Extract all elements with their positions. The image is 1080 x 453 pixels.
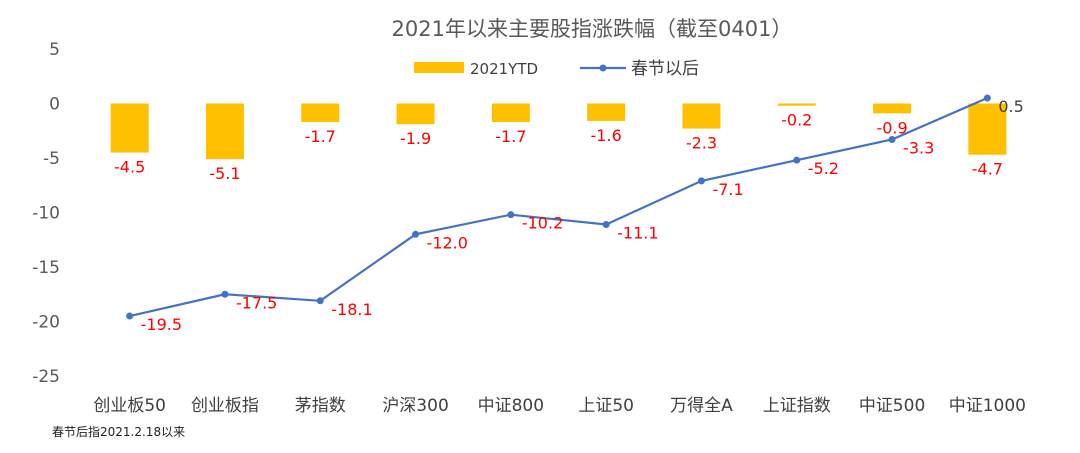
x-tick-label: 万得全A: [670, 396, 733, 416]
line-data-label: -10.2: [522, 214, 563, 233]
line-point: [507, 211, 515, 219]
bar-data-label: -4.7: [972, 160, 1003, 179]
line-point: [983, 94, 991, 102]
line-point: [126, 312, 134, 320]
x-axis: 创业板50 创业板指 茅指数 沪深300 中证800 上证50 万得全A 上证指数 中证500 中…: [93, 396, 1026, 416]
line-point: [412, 230, 420, 238]
chart-title: 2021年以来主要股指涨跌幅（截至0401）: [392, 17, 793, 41]
bar: [587, 103, 626, 121]
y-tick-label: -15: [32, 258, 60, 278]
legend-line-marker: [599, 64, 607, 72]
line-point: [697, 177, 705, 185]
bar: [968, 103, 1007, 155]
legend-bar-swatch: [414, 62, 464, 73]
line-point: [316, 297, 324, 305]
line-data-label: -12.0: [427, 233, 468, 252]
bar-data-label: -4.5: [114, 158, 145, 177]
bar-data-label: -1.9: [400, 129, 431, 148]
x-tick-label: 上证指数: [763, 396, 831, 416]
x-tick-label: 茅指数: [295, 396, 346, 416]
x-tick-label: 中证1000: [949, 396, 1026, 416]
bar: [491, 103, 530, 123]
series-line: [129, 97, 988, 318]
y-tick-label: -25: [32, 367, 60, 387]
bar: [682, 103, 721, 129]
bar: [777, 103, 816, 106]
line-point: [793, 156, 801, 164]
line-data-label: -17.5: [236, 293, 277, 312]
bar: [873, 103, 912, 114]
line-series: [126, 94, 991, 320]
line-data-label: -18.1: [331, 300, 372, 319]
bar-data-label: -1.7: [305, 127, 336, 146]
line-data-label: -5.2: [808, 159, 839, 178]
line-point: [888, 135, 896, 143]
line-data-labels: -19.5 -17.5 -18.1 -12.0 -10.2 -11.1 -7.1 -5.2 -3…: [141, 97, 1024, 334]
x-tick-label: 沪深300: [382, 396, 448, 416]
x-tick-label: 中证800: [478, 396, 544, 416]
bar-data-label: -1.6: [591, 126, 622, 145]
bar-data-label: -1.7: [495, 127, 526, 146]
x-tick-label: 创业板50: [93, 396, 166, 416]
bar-series: [110, 103, 1007, 160]
line-data-label: 0.5: [998, 97, 1023, 116]
footnote: 春节后指2021.2.18以来: [52, 425, 186, 439]
line-point: [602, 220, 610, 228]
legend-bar-label: 2021YTD: [470, 60, 538, 78]
bar-data-labels: -4.5 -5.1 -1.7 -1.9 -1.7 -1.6 -2.3 -0.2 -0.9 -4.7: [114, 111, 1003, 183]
y-axis: 5 0 -5 -10 -15 -20 -25: [32, 40, 60, 387]
y-tick-label: -20: [32, 313, 60, 333]
line-data-label: -3.3: [903, 138, 934, 157]
y-tick-label: 5: [49, 40, 60, 60]
x-tick-label: 中证500: [859, 396, 925, 416]
x-tick-label: 上证50: [578, 396, 634, 416]
bar-data-label: -5.1: [209, 164, 240, 183]
legend: 2021YTD 春节以后: [414, 59, 699, 79]
line-data-label: -19.5: [141, 315, 182, 334]
line-data-label: -7.1: [712, 180, 743, 199]
legend-line-label: 春节以后: [631, 59, 699, 79]
bar: [301, 103, 340, 123]
line-data-label: -11.1: [617, 223, 658, 242]
y-tick-label: 0: [49, 95, 60, 115]
y-tick-label: -5: [43, 149, 60, 169]
bar: [205, 103, 244, 160]
bar: [110, 103, 149, 153]
x-tick-label: 创业板指: [191, 396, 259, 416]
y-tick-label: -10: [32, 204, 60, 224]
bar-data-label: -0.9: [876, 118, 907, 137]
bar-data-label: -0.2: [781, 111, 812, 130]
line-point: [221, 290, 229, 298]
bar-data-label: -2.3: [686, 134, 717, 153]
bar: [396, 103, 435, 125]
